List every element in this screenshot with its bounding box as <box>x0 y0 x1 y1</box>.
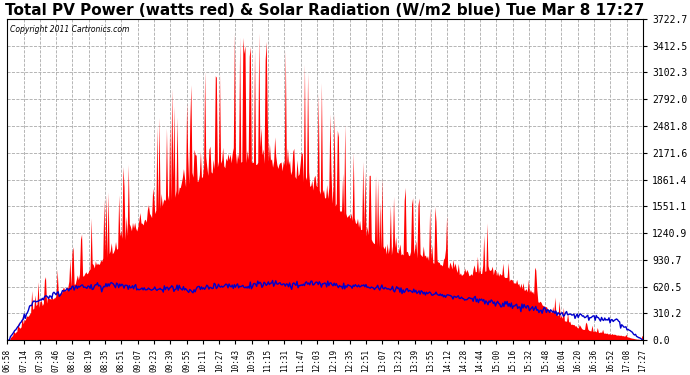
Title: Total PV Power (watts red) & Solar Radiation (W/m2 blue) Tue Mar 8 17:27: Total PV Power (watts red) & Solar Radia… <box>6 3 644 18</box>
Text: Copyright 2011 Cartronics.com: Copyright 2011 Cartronics.com <box>10 26 130 34</box>
